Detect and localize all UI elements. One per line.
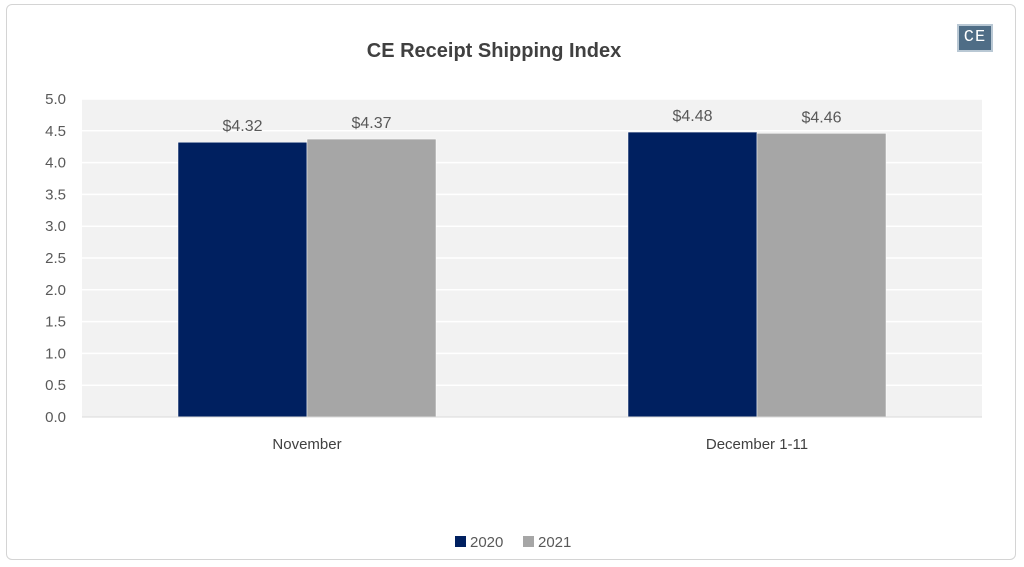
y-tick-label: 4.0 [45,155,66,172]
legend-swatch-2021 [523,536,534,547]
y-tick-label: 3.0 [45,218,66,235]
ce-logo: CE [957,24,993,52]
bar-2020-0 [177,141,308,418]
data-label: $4.37 [351,115,391,132]
bar-2021-1 [756,133,887,418]
data-label: $4.46 [801,109,841,126]
data-labels: $4.32 $4.37 $4.48 $4.46 [222,108,841,135]
y-tick-label: 2.5 [45,250,66,267]
y-tick-label: 5.0 [45,91,66,108]
y-tick-label: 1.0 [45,345,66,362]
y-tick-label: 2.0 [45,282,66,299]
legend-label: 2020 [470,534,503,551]
y-tick-label: 1.5 [45,314,66,331]
x-axis: November December 1-11 [82,416,982,453]
legend-swatch-2020 [455,536,466,547]
y-tick-label: 0.0 [45,409,66,426]
legend-label: 2021 [538,534,571,551]
data-label: $4.32 [222,118,262,135]
bar-2021-0 [306,138,437,418]
bar-2020-1 [627,131,758,418]
x-category-label: December 1-11 [706,436,808,453]
legend: 2020 2021 [455,534,571,551]
y-tick-label: 4.5 [45,123,66,140]
chart-title: CE Receipt Shipping Index [367,40,621,62]
x-category-label: November [272,436,341,453]
y-tick-label: 0.5 [45,377,66,394]
y-tick-label: 3.5 [45,186,66,203]
data-label: $4.48 [672,108,712,125]
y-axis: 0.0 0.5 1.0 1.5 2.0 2.5 3.0 3.5 4.0 4.5 5.0 [45,91,66,426]
bars [177,131,887,418]
